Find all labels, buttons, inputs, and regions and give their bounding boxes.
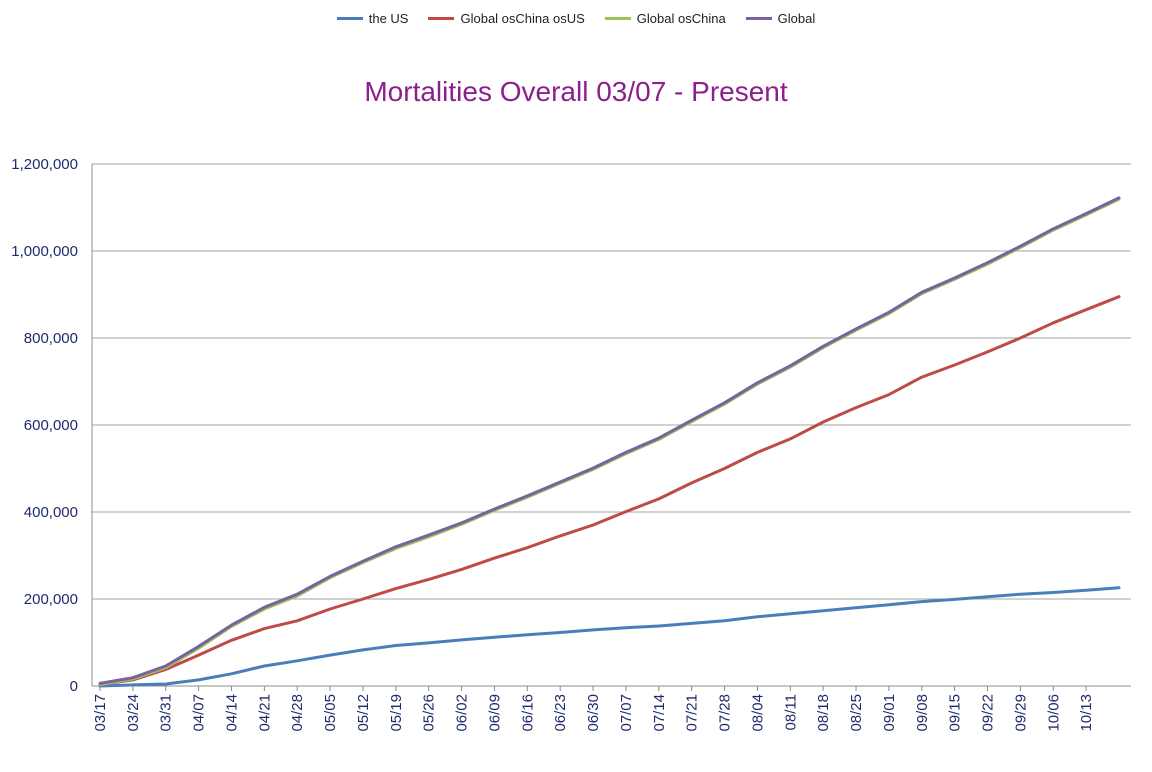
x-tick-label: 05/19 (388, 694, 405, 732)
chart-title: Mortalities Overall 03/07 - Present (364, 76, 788, 107)
x-tick-label: 09/08 (914, 694, 931, 732)
x-tick-label: 06/23 (552, 694, 569, 732)
x-tick-label: 05/12 (355, 694, 372, 732)
legend-label-global: Global (777, 11, 816, 26)
x-tick-label: 10/06 (1045, 694, 1062, 732)
x-tick-label: 09/01 (881, 694, 898, 732)
y-tick-label: 600,000 (24, 417, 78, 434)
legend-swatch-global-oschina (604, 17, 631, 20)
x-tick-label: 08/11 (782, 694, 799, 730)
x-tick-label: 09/15 (947, 694, 964, 732)
x-tick-label: 06/16 (519, 694, 536, 732)
legend-label-global-oschina: Global osChina (636, 11, 726, 26)
series-line-3 (98, 196, 1121, 685)
x-tick-label: 06/09 (486, 694, 503, 732)
x-tick-label: 03/31 (158, 694, 175, 732)
legend-label-us: the US (368, 11, 409, 26)
legend-item-global-oschina-osus: Global osChina osUS (428, 11, 585, 26)
legend-label-global-oschina-osus: Global osChina osUS (460, 11, 585, 26)
x-tick-label: 10/13 (1078, 694, 1095, 732)
legend-item-global-oschina: Global osChina (604, 11, 726, 26)
x-tick-label: 09/29 (1012, 694, 1029, 732)
x-tick-label: 09/22 (980, 694, 997, 732)
legend: the US Global osChina osUS Global osChin… (0, 11, 1152, 26)
x-tick-label: 08/25 (848, 694, 865, 732)
x-tick-label: 03/17 (92, 694, 109, 732)
x-tick-label: 03/24 (125, 694, 142, 732)
legend-swatch-global-oschina-osus (428, 17, 455, 20)
legend-item-global: Global (745, 11, 816, 26)
x-tick-label: 04/28 (289, 694, 306, 732)
x-tick-label: 04/14 (223, 694, 240, 732)
x-tick-label: 07/21 (684, 694, 701, 732)
series-line-1 (98, 295, 1121, 687)
y-tick-label: 800,000 (24, 330, 78, 347)
x-tick-label: 08/04 (749, 694, 766, 732)
legend-swatch-us (336, 17, 363, 20)
x-tick-label: 07/28 (717, 694, 734, 732)
legend-swatch-global (745, 17, 772, 20)
x-tick-label: 05/05 (322, 694, 339, 732)
series-line-0 (98, 586, 1121, 688)
y-tick-label: 1,200,000 (11, 156, 78, 173)
y-tick-label: 400,000 (24, 504, 78, 521)
x-tick-label: 04/07 (191, 694, 208, 732)
x-tick-label: 07/14 (651, 694, 668, 732)
x-tick-label: 08/18 (815, 694, 832, 732)
x-tick-label: 06/30 (585, 694, 602, 732)
legend-item-us: the US (336, 11, 409, 26)
y-tick-label: 1,000,000 (11, 243, 78, 260)
x-tick-label: 07/07 (618, 694, 635, 732)
y-tick-label: 200,000 (24, 591, 78, 608)
x-tick-label: 06/02 (454, 694, 471, 732)
x-tick-label: 04/21 (256, 694, 273, 732)
x-tick-label: 05/26 (421, 694, 438, 732)
y-tick-label: 0 (70, 678, 78, 695)
